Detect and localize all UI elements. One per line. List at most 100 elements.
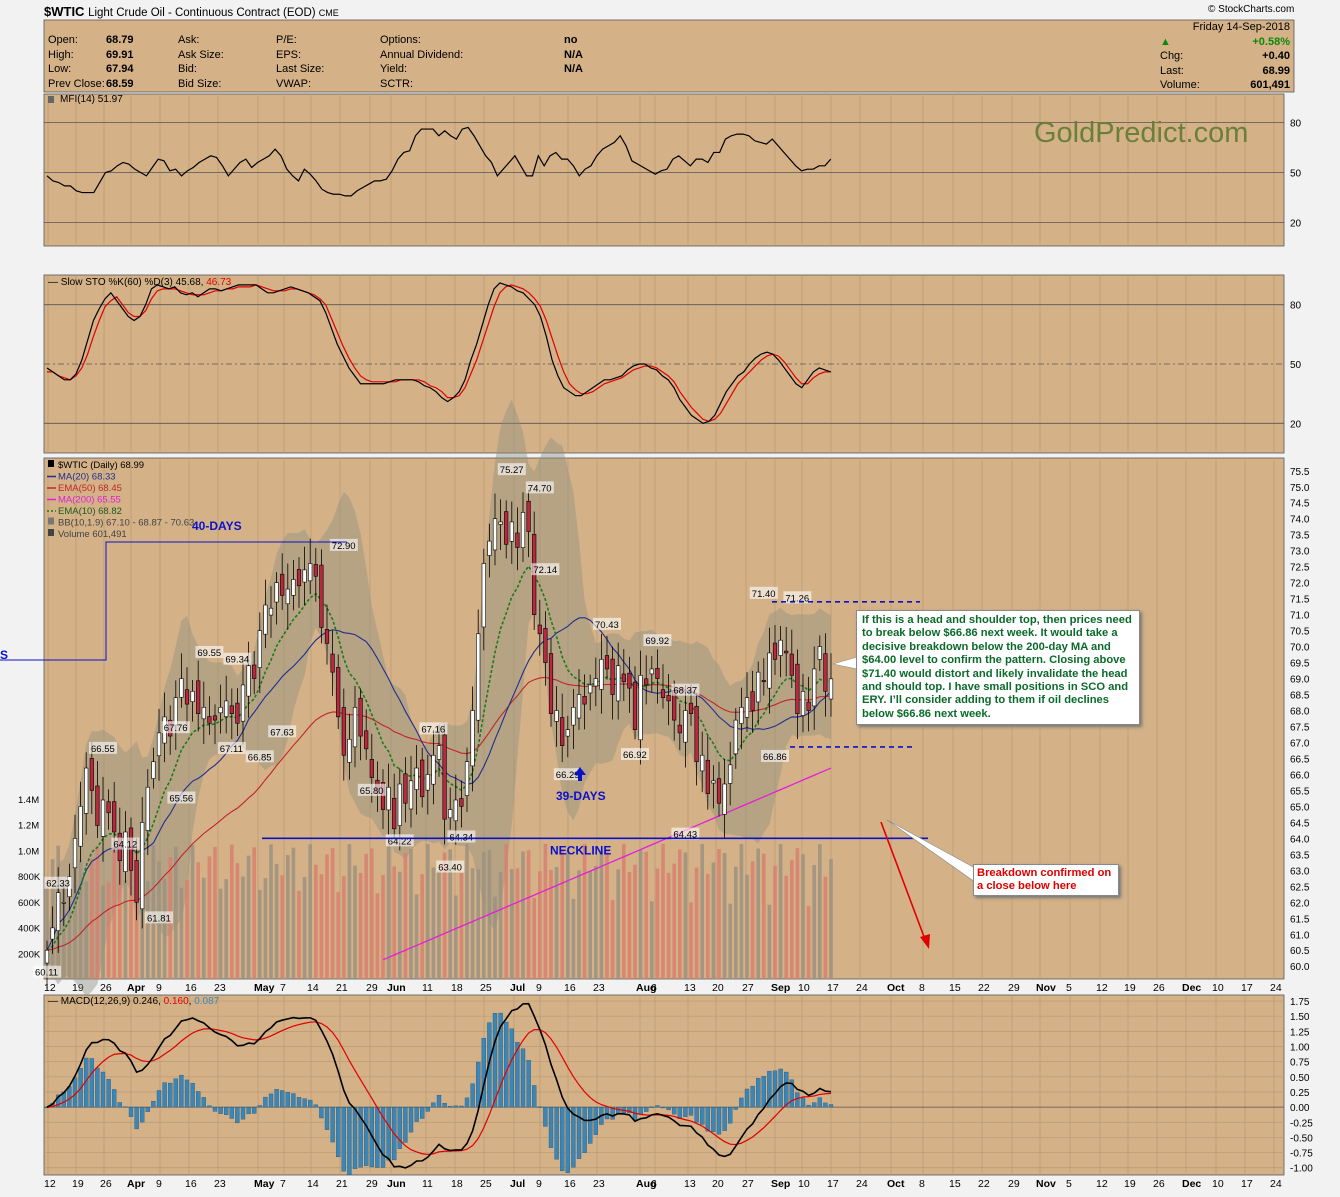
volume-bar — [375, 893, 380, 979]
y-tick-label: 62.5 — [1290, 882, 1310, 893]
legend-swatch — [48, 529, 54, 536]
macd-histogram-bar — [610, 1106, 615, 1120]
macd-histogram-bar — [145, 1106, 150, 1112]
candle-body — [778, 639, 783, 656]
volume-bar — [638, 849, 643, 979]
volume-bar — [700, 843, 704, 979]
volume-bar — [823, 876, 828, 979]
candle-body — [291, 579, 296, 596]
macd-histogram-bar — [403, 1106, 408, 1143]
candle-body — [100, 799, 106, 837]
macd-histogram-bar — [756, 1078, 761, 1108]
candle-body — [72, 838, 78, 869]
ma200-line — [382, 767, 832, 961]
volume-bar — [207, 856, 212, 979]
price-label-bg — [111, 837, 140, 850]
candle-body — [190, 691, 195, 703]
macd-signal-line — [46, 1021, 832, 1156]
candle-body — [571, 707, 576, 726]
volume-bar — [560, 850, 564, 979]
volume-bar — [280, 875, 284, 979]
candle-body — [285, 588, 290, 605]
candle-body — [789, 653, 794, 676]
y-tick-label: 65.5 — [1290, 786, 1310, 797]
macd-histogram-bar — [700, 1106, 705, 1125]
candle-body — [425, 774, 430, 791]
macd-histogram-bar — [604, 1106, 610, 1120]
candle-body — [464, 761, 470, 796]
y-tick-label: 75.0 — [1290, 483, 1310, 494]
candle-body — [548, 653, 554, 715]
price-label: 64.22 — [388, 836, 412, 847]
volume-bar — [118, 860, 122, 979]
macd-histogram-bar — [660, 1106, 666, 1109]
x-tick-label: 21 — [336, 1178, 348, 1190]
candle-body — [436, 745, 442, 760]
macd-histogram-bar — [184, 1079, 190, 1108]
candle-body — [666, 695, 671, 702]
macd-histogram-bar — [291, 1093, 296, 1108]
price-label: 68.37 — [673, 686, 697, 697]
macd-histogram-bar — [336, 1106, 341, 1158]
candle-body — [716, 778, 722, 804]
price-label: 63.40 — [438, 863, 462, 874]
candle-body — [828, 678, 834, 700]
macd-histogram-bar — [750, 1085, 755, 1108]
legend-label: BB(10,1.9) 67.10 - 68.87 - 70.63 — [58, 518, 194, 529]
volume-bar — [661, 843, 665, 979]
x-tick-label: Dec — [1182, 1178, 1201, 1190]
macd-histogram-bar — [364, 1106, 369, 1166]
macd-line — [46, 1002, 832, 1169]
x-tick-label: 29 — [1008, 982, 1020, 994]
x-tick-label: Oct — [887, 1178, 905, 1190]
candle-body — [78, 806, 83, 847]
volume-bar — [162, 878, 167, 979]
x-tick-label: 26 — [1153, 1178, 1165, 1190]
price-label-bg — [357, 783, 386, 796]
macd-histogram-bar — [498, 1012, 503, 1108]
sto-title: — Slow STO %K(60) %D(3) 45.68, 46.73 — [48, 277, 232, 288]
credit-label: © StockCharts.com — [1208, 4, 1294, 15]
candle-body — [229, 705, 234, 715]
volume-tick-label: 600K — [18, 898, 41, 909]
volume-bar — [84, 881, 88, 979]
macd-histogram-bar — [728, 1106, 733, 1124]
x-tick-label: 9 — [156, 1178, 162, 1190]
candle-body — [610, 658, 615, 695]
y-tick-label: 74.5 — [1290, 499, 1310, 510]
price-label: 67.16 — [421, 724, 445, 735]
macd-histogram-bar — [672, 1106, 677, 1115]
volume-bar — [773, 865, 777, 979]
macd-histogram-bar — [128, 1106, 134, 1117]
candle-body — [263, 604, 268, 635]
x-tick-label: 14 — [307, 1178, 319, 1190]
macd-histogram-bar — [711, 1106, 716, 1132]
macd-histogram-bar — [229, 1106, 234, 1119]
macd-histogram-bar — [218, 1106, 223, 1114]
candle-body — [588, 684, 593, 694]
macd-histogram-bar — [168, 1082, 173, 1108]
x-tick-label: May — [254, 982, 275, 994]
macd-histogram-bar — [649, 1106, 654, 1108]
macd-histogram-bar — [134, 1106, 139, 1130]
volume-bar — [246, 855, 251, 979]
volume-bar — [174, 846, 178, 979]
forty-days-bracket — [0, 541, 347, 661]
candle-body — [235, 702, 240, 724]
volume-bar — [95, 845, 100, 979]
candle-body — [509, 521, 514, 542]
macd-histogram-bar — [509, 1028, 514, 1108]
x-tick-label: 11 — [422, 982, 433, 994]
quote-summary-row: Last: 68.99 — [1160, 64, 1290, 79]
candle-body — [800, 691, 806, 716]
quote-cell: VWAP: — [276, 77, 312, 90]
mfi-line — [46, 126, 832, 197]
y-tick-label: 61.0 — [1290, 930, 1310, 941]
candle-body — [582, 696, 587, 705]
candle-body — [156, 732, 162, 757]
price-label: 67.11 — [220, 744, 243, 755]
candle-body — [823, 653, 828, 692]
macd-histogram-bar — [560, 1106, 565, 1172]
volume-bar — [202, 877, 206, 979]
y-tick-label: 80 — [1290, 118, 1302, 129]
